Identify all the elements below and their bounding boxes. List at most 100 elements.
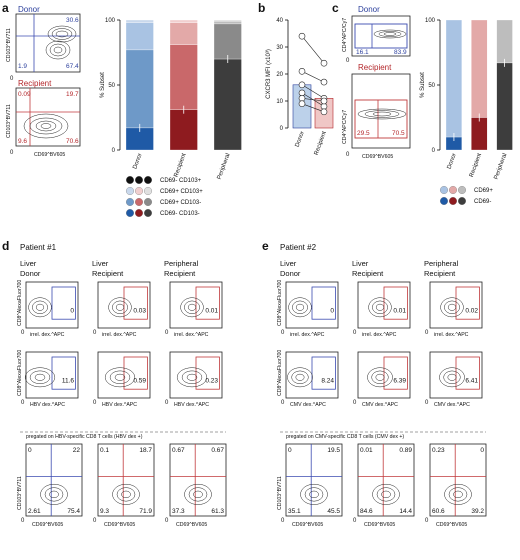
panel-c-chart-category-label: Donor <box>447 153 458 170</box>
panel-c-chart-bar-segment <box>496 62 513 151</box>
panel-d-q-tl: 0 <box>28 447 32 454</box>
panel-a-label: a <box>2 1 9 15</box>
panel-e-density-contour <box>375 373 385 381</box>
panel-e-q-bl: 60.6 <box>432 508 445 515</box>
panel-d-label: d <box>2 239 9 253</box>
panel-b-ytick-label: 20 <box>276 72 283 78</box>
panel-a-chart-bar-segment <box>169 19 198 23</box>
panel-b-point <box>298 32 306 40</box>
panel-c-label: c <box>332 1 339 15</box>
panel-d-row3-y-axis-label: CD103^BV711 <box>17 476 23 510</box>
panel-d-flow-plot-frame <box>97 281 151 329</box>
panel-a-chart-category-label: Donor <box>132 153 143 170</box>
panel-e-quad-contour <box>444 483 472 505</box>
panel-d-q-tr: 18.7 <box>139 447 152 454</box>
panel-a-legend-swatch <box>135 187 143 195</box>
panel-a-chart-bar-segment <box>169 22 198 45</box>
panel-d-x-axis-label: irrel. dex.^APC <box>174 332 209 338</box>
panel-b-pair-line <box>301 71 325 83</box>
panel-e-x-axis-label: CMV dex.^APC <box>434 402 470 408</box>
panel-d-density-contour <box>184 300 200 314</box>
panel-e-label: e <box>262 239 269 253</box>
panel-e-row3-x-axis-label: CD69^BV605 <box>292 522 323 528</box>
panel-d-density-contour <box>34 373 46 381</box>
panel-e-gate-value: 6.41 <box>465 377 478 384</box>
panel-e-quad-contour <box>304 487 324 502</box>
panel-e-y-axis-label: CD8^AlexaFluor700 <box>277 350 283 396</box>
panel-d-density-contour <box>24 367 56 388</box>
panel-b-point <box>320 103 328 110</box>
panel-d-flow-plot-frame <box>25 351 79 399</box>
panel-a-chart-bar-segment <box>125 49 154 129</box>
panel-e-gate-value: 0.01 <box>393 307 406 314</box>
panel-a-chart-bar-segment <box>125 22 154 51</box>
panel-d-density-contour <box>176 367 208 388</box>
panel-e-q-bl: 35.1 <box>288 508 301 515</box>
panel-b-point <box>298 68 306 75</box>
panel-b-point <box>298 89 306 97</box>
panel-d-patient: Patient #1 <box>20 243 57 252</box>
panel-e-zero: 0 <box>281 400 285 406</box>
panel-b-pair-line <box>301 84 325 99</box>
panel-d-density-contour <box>104 367 136 388</box>
panel-c-chart-ylabel: % Subset <box>420 72 426 98</box>
panel-d-q-tl: 0.1 <box>100 447 109 454</box>
panel-e-flow-plot-frame <box>357 351 411 399</box>
panel-c-legend-swatch <box>449 197 457 205</box>
panel-b-category-label: Recipient <box>314 130 328 156</box>
panel-e-q-tr: 0 <box>480 447 484 454</box>
panel-e-q-br: 14.4 <box>399 508 412 515</box>
panel-c-chart-category-label: Peripheral <box>493 153 508 181</box>
panel-b-ytick-label: 30 <box>276 45 283 51</box>
panel-d-q-br: 75.4 <box>67 508 80 515</box>
panel-d-q-tr: 0.67 <box>211 447 224 454</box>
panel-e-quad-plot-frame <box>429 443 487 517</box>
panel-e-quad-contour <box>300 483 328 505</box>
panel-c-donor-title: Donor <box>358 5 380 14</box>
panel-c-legend-swatch <box>458 186 466 194</box>
panel-e-quad-contour <box>453 490 463 499</box>
panel-d-gate <box>123 286 148 320</box>
panel-e-density-contour <box>368 297 392 318</box>
panel-d-quad-contour <box>44 487 64 502</box>
panel-b-label: b <box>258 1 265 15</box>
panel-a-chart-bar-segment <box>213 58 242 151</box>
panel-d-gate <box>51 356 76 390</box>
panel-e-gate <box>383 286 408 320</box>
panel-d-gate <box>195 286 220 320</box>
panel-a-legend-swatch <box>135 209 143 217</box>
panel-e-col-tissue: Liver <box>352 259 369 268</box>
panel-d-x-axis-label: HBV dex.^APC <box>174 402 209 408</box>
panel-c-y-axis-label-2: CD4^APC/Cy7 <box>342 110 348 144</box>
panel-d-zero: 0 <box>93 400 97 406</box>
panel-b-category-label: Donor <box>295 131 306 148</box>
panel-e-density-contour <box>443 370 461 384</box>
panel-c-chart-ytick-label: 100 <box>425 18 436 24</box>
panel-d-row3-x-axis-label: CD69^BV605 <box>104 522 135 528</box>
panel-e-x-axis-label: irrel. dex.^APC <box>434 332 469 338</box>
panel-c-recipient-right: 70.5 <box>392 130 405 137</box>
panel-e-col-tissue: Peripheral <box>424 259 459 268</box>
panel-d-zero: 0 <box>93 330 97 336</box>
panel-d-col-tissue: Liver <box>92 259 109 268</box>
panel-e-flow-plot-frame <box>357 281 411 329</box>
panel-d-density-contour <box>29 370 51 384</box>
panel-a-recipient-q-tr: 19.7 <box>66 91 79 98</box>
panel-d-quad-contour <box>184 483 212 505</box>
panel-e-col-source: Recipient <box>424 269 456 278</box>
panel-e-gate-value: 8.24 <box>321 377 334 384</box>
panel-b-point <box>320 97 328 105</box>
panel-e-q-tr: 0.89 <box>399 447 412 454</box>
panel-e-gate <box>455 286 480 320</box>
panel-e-flow-plot-frame <box>285 281 339 329</box>
panel-b-point <box>320 78 328 86</box>
panel-a-legend-swatch <box>135 198 143 206</box>
panel-e-density-contour <box>291 370 309 384</box>
panel-d-density-contour <box>187 303 197 311</box>
panel-e-x-axis-label: CMV dex.^APC <box>290 402 326 408</box>
panel-a-legend-swatch <box>144 198 152 206</box>
panel-e-zero: 0 <box>425 518 429 524</box>
panel-d-quad-contour <box>121 490 131 499</box>
panel-e-gate <box>311 286 336 320</box>
